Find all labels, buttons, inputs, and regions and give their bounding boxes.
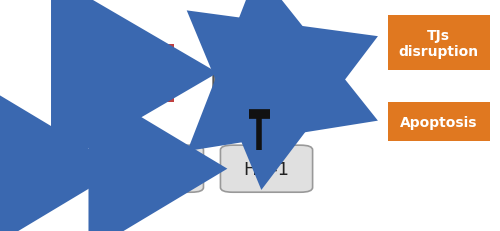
Text: TJs
disruption: TJs disruption [398, 28, 478, 58]
FancyBboxPatch shape [213, 59, 320, 117]
Ellipse shape [24, 148, 78, 190]
FancyBboxPatch shape [116, 146, 204, 192]
Text: RvD1: RvD1 [28, 161, 73, 176]
FancyBboxPatch shape [220, 146, 312, 192]
Text: ROS: ROS [242, 79, 291, 98]
FancyBboxPatch shape [87, 44, 174, 103]
FancyBboxPatch shape [388, 16, 490, 71]
Text: DM: DM [112, 64, 150, 83]
Text: Apoptosis: Apoptosis [400, 115, 477, 129]
Text: HO-1: HO-1 [244, 160, 290, 178]
Text: Akt: Akt [145, 160, 174, 178]
FancyBboxPatch shape [388, 103, 490, 142]
